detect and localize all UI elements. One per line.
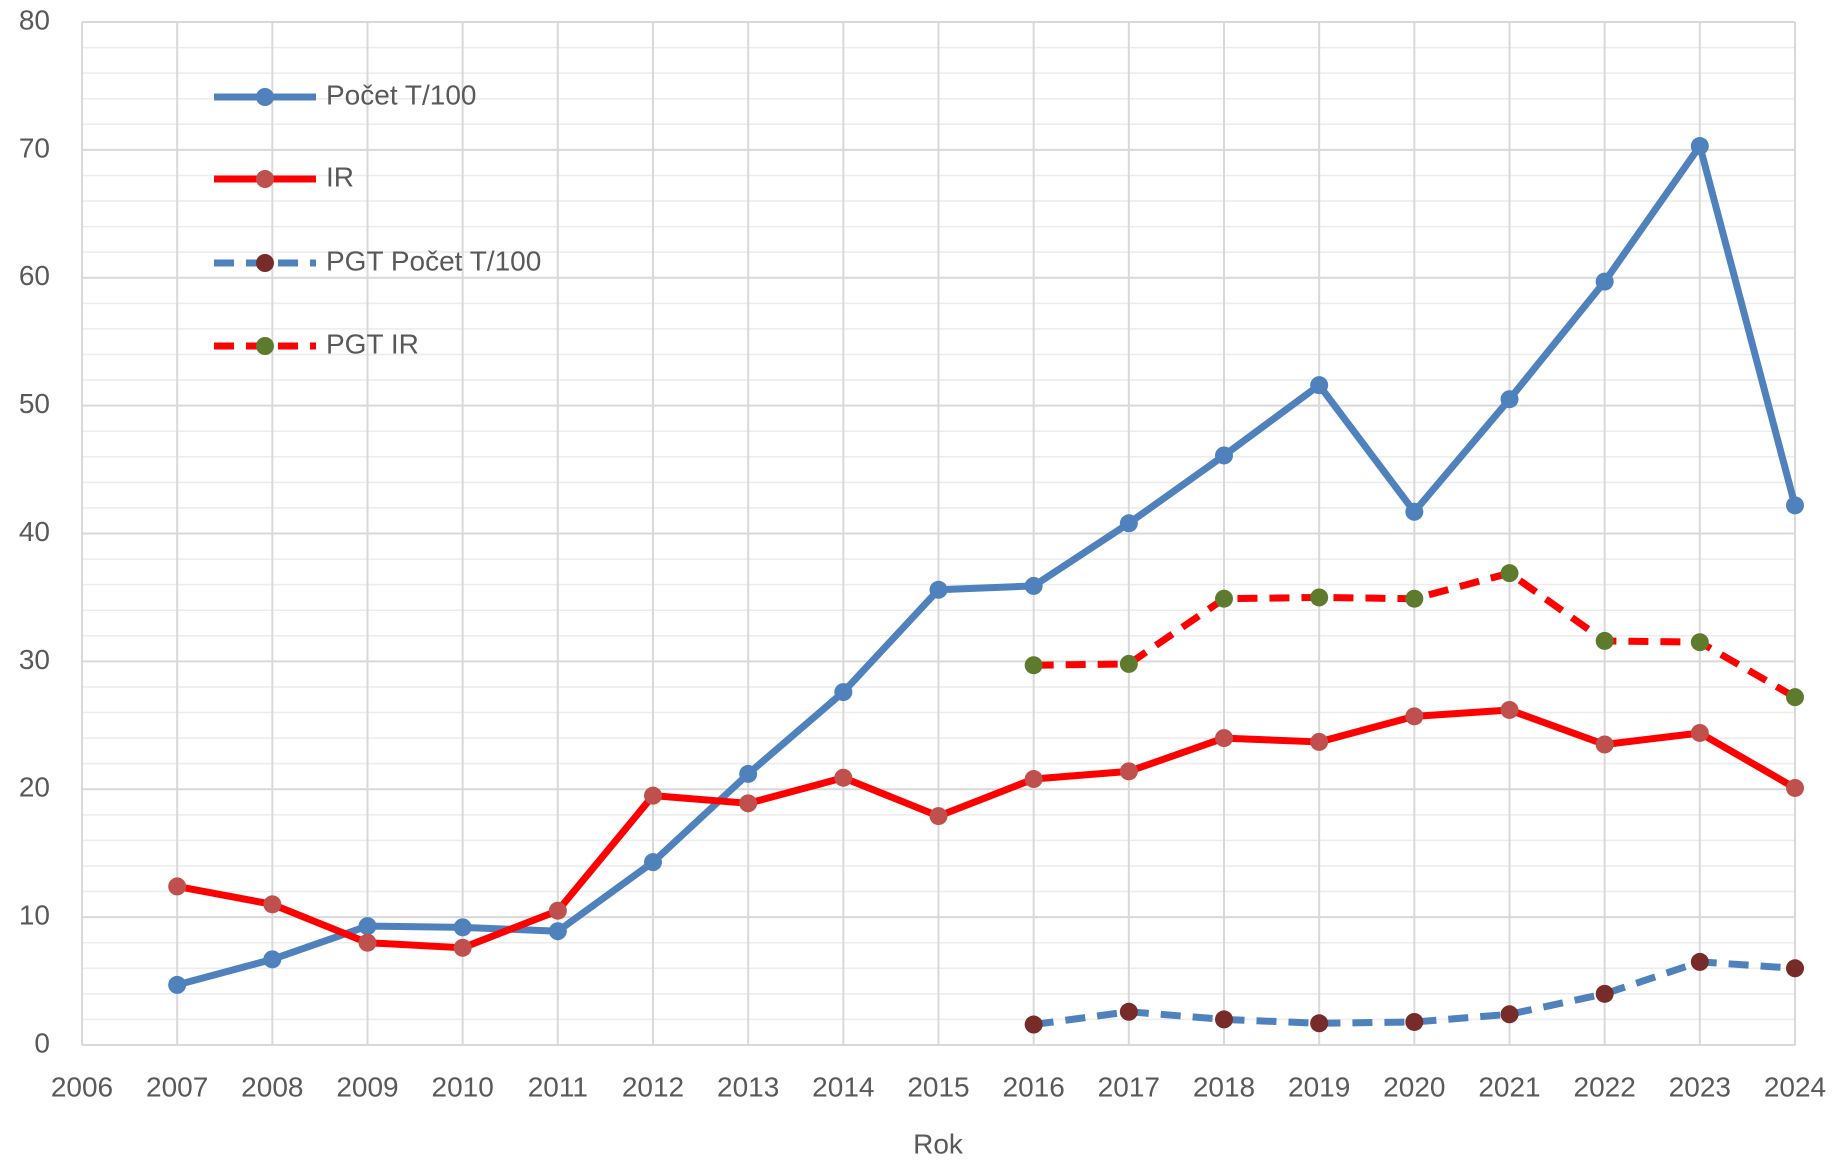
y-tick-label: 30 (19, 644, 50, 675)
marker (1310, 732, 1329, 751)
marker (1786, 959, 1804, 978)
marker (1500, 700, 1519, 719)
legend-marker (256, 88, 274, 106)
marker (1215, 1010, 1233, 1029)
x-tick-label: 2013 (717, 1071, 779, 1102)
legend-marker (256, 254, 274, 272)
x-tick-label: 2021 (1478, 1071, 1540, 1102)
x-tick-label: 2009 (336, 1071, 398, 1102)
x-tick-label: 2011 (528, 1071, 588, 1102)
marker (1024, 1015, 1043, 1034)
y-tick-label: 50 (19, 388, 50, 419)
marker (834, 683, 853, 702)
marker (453, 938, 472, 957)
x-tick-label: 2007 (146, 1071, 208, 1102)
marker (263, 950, 282, 969)
marker (1310, 376, 1329, 395)
marker (358, 917, 377, 936)
legend-label: PGT IR (326, 328, 419, 359)
marker (1405, 1012, 1424, 1031)
marker (1595, 984, 1614, 1003)
marker (644, 853, 662, 872)
marker (834, 768, 853, 787)
marker (168, 975, 187, 994)
x-tick-label: 2006 (51, 1071, 113, 1102)
marker (1119, 654, 1138, 673)
marker (1690, 137, 1709, 156)
x-tick-label: 2023 (1669, 1071, 1731, 1102)
legend-label: PGT Počet T/100 (326, 245, 541, 276)
marker (1024, 576, 1043, 595)
marker (1595, 735, 1614, 754)
y-tick-label: 70 (19, 132, 50, 163)
legend-label: Počet T/100 (326, 79, 476, 110)
x-tick-label: 2016 (1003, 1071, 1065, 1102)
x-tick-label: 2008 (241, 1071, 303, 1102)
x-tick-label: 2017 (1098, 1071, 1160, 1102)
marker (1595, 631, 1614, 650)
y-tick-label: 60 (19, 260, 50, 291)
marker (1215, 729, 1233, 748)
marker (1215, 446, 1233, 465)
x-tick-label: 2020 (1383, 1071, 1445, 1102)
legend-marker (256, 337, 274, 355)
marker (1405, 589, 1424, 608)
marker (739, 794, 758, 813)
marker (1786, 496, 1804, 515)
marker (929, 807, 948, 826)
marker (1119, 1002, 1138, 1021)
marker (263, 895, 282, 914)
legend-label: IR (326, 161, 354, 192)
legend-marker (256, 170, 274, 188)
marker (168, 877, 187, 896)
x-tick-label: 2015 (907, 1071, 969, 1102)
marker (1500, 564, 1519, 583)
marker (453, 918, 472, 937)
marker (1119, 762, 1138, 781)
marker (1595, 272, 1614, 291)
series-line (176, 706, 1797, 952)
marker (1690, 633, 1709, 652)
x-tick-label: 2018 (1193, 1071, 1255, 1102)
marker (739, 764, 758, 783)
marker (929, 580, 948, 599)
x-tick-label: 2024 (1764, 1071, 1826, 1102)
x-tick-label: 2012 (622, 1071, 684, 1102)
marker (1690, 723, 1709, 742)
marker (644, 786, 662, 805)
marker (1310, 1014, 1329, 1033)
marker (548, 901, 567, 920)
series-line (1033, 958, 1796, 1029)
y-tick-label: 0 (34, 1027, 50, 1058)
marker (1024, 656, 1043, 675)
marker (1405, 502, 1424, 521)
y-tick-label: 10 (19, 900, 50, 931)
y-tick-label: 20 (19, 772, 50, 803)
marker (1690, 952, 1709, 971)
x-axis-label: Rok (913, 1128, 964, 1159)
marker (548, 922, 567, 941)
marker (1786, 688, 1804, 707)
y-tick-label: 40 (19, 516, 50, 547)
marker (1500, 1005, 1519, 1024)
x-tick-label: 2010 (432, 1071, 494, 1102)
x-tick-label: 2014 (812, 1071, 874, 1102)
marker (1310, 588, 1329, 607)
marker (1215, 589, 1233, 608)
marker (1405, 707, 1424, 726)
marker (1024, 770, 1043, 789)
marker (1500, 390, 1519, 409)
marker (1119, 514, 1138, 533)
marker (358, 933, 377, 952)
y-tick-label: 80 (19, 4, 50, 35)
x-tick-label: 2019 (1288, 1071, 1350, 1102)
x-tick-label: 2022 (1574, 1071, 1636, 1102)
marker (1786, 778, 1804, 797)
series-line (176, 142, 1799, 989)
